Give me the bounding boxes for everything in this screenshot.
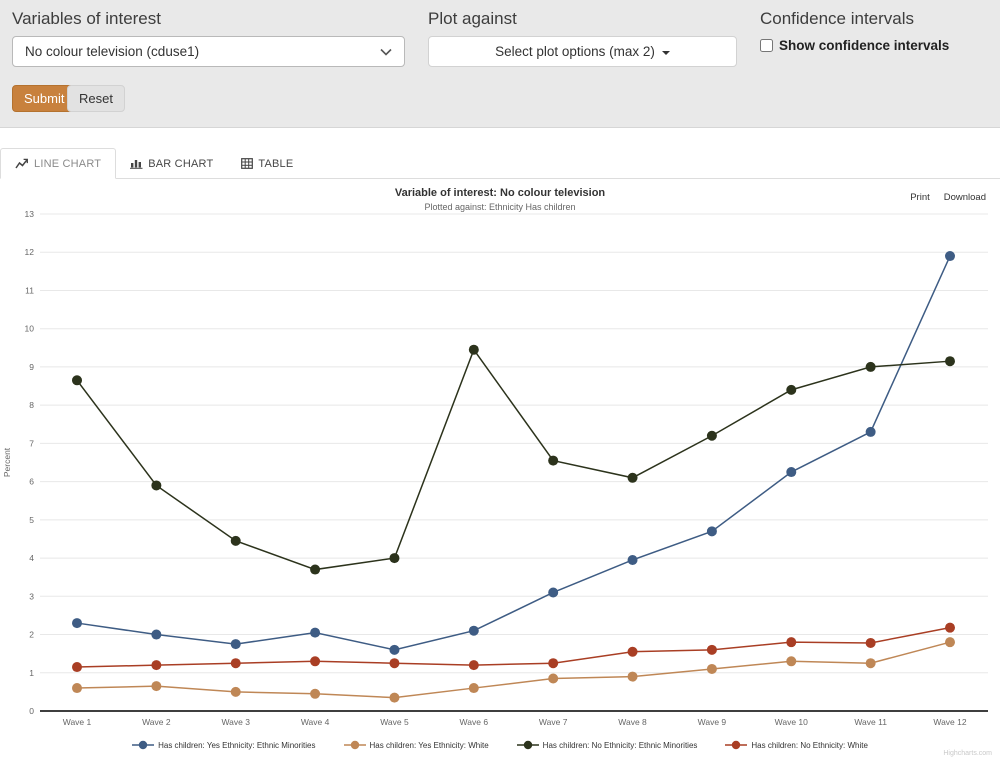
plot-options-label: Select plot options (max 2) — [495, 44, 655, 59]
svg-text:Wave 3: Wave 3 — [221, 717, 250, 727]
svg-text:Wave 4: Wave 4 — [301, 717, 330, 727]
plot-options-dropdown[interactable]: Select plot options (max 2) — [428, 36, 737, 67]
svg-text:Percent: Percent — [2, 447, 12, 477]
svg-text:3: 3 — [29, 591, 34, 601]
svg-text:2: 2 — [29, 630, 34, 640]
variables-select-value: No colour television (cduse1) — [25, 44, 199, 59]
svg-text:4: 4 — [29, 553, 34, 563]
confidence-intervals-heading: Confidence intervals — [760, 9, 914, 29]
chevron-down-icon — [380, 48, 392, 56]
table-icon — [241, 158, 253, 169]
chart-title: Variable of interest: No colour televisi… — [0, 179, 1000, 199]
svg-text:6: 6 — [29, 477, 34, 487]
svg-text:Wave 2: Wave 2 — [142, 717, 171, 727]
plot-against-heading: Plot against — [428, 9, 517, 29]
legend-item[interactable]: Has children: Yes Ethnicity: Ethnic Mino… — [132, 740, 315, 750]
svg-text:Wave 11: Wave 11 — [854, 717, 887, 727]
line-chart-panel: Variable of interest: No colour televisi… — [0, 179, 1000, 761]
series-3[interactable] — [72, 623, 955, 672]
svg-text:7: 7 — [29, 438, 34, 448]
chart-legend: Has children: Yes Ethnicity: Ethnic Mino… — [0, 740, 1000, 750]
plot-area: 012345678910111213Wave 1Wave 2Wave 3Wave… — [0, 207, 1000, 737]
svg-text:Wave 12: Wave 12 — [933, 717, 967, 727]
svg-text:Wave 9: Wave 9 — [698, 717, 727, 727]
control-bar: Variables of interest No colour televisi… — [0, 0, 1000, 128]
svg-text:8: 8 — [29, 400, 34, 410]
svg-text:1: 1 — [29, 668, 34, 678]
legend-label: Has children: No Ethnicity: White — [751, 741, 868, 750]
legend-marker-icon — [132, 740, 154, 750]
svg-text:5: 5 — [29, 515, 34, 525]
legend-item[interactable]: Has children: Yes Ethnicity: White — [344, 740, 489, 750]
legend-marker-icon — [517, 740, 539, 750]
svg-text:11: 11 — [25, 285, 34, 295]
bar-chart-icon — [130, 158, 143, 169]
svg-text:0: 0 — [29, 706, 34, 716]
svg-text:Wave 1: Wave 1 — [63, 717, 92, 727]
svg-text:9: 9 — [29, 362, 34, 372]
series-1[interactable] — [72, 637, 955, 702]
highcharts-credits[interactable]: Highcharts.com — [943, 750, 992, 757]
tab-label: LINE CHART — [34, 158, 101, 170]
tab-table[interactable]: TABLE — [227, 148, 307, 179]
variables-select[interactable]: No colour television (cduse1) — [12, 36, 405, 67]
svg-text:Wave 10: Wave 10 — [775, 717, 809, 727]
series-0[interactable] — [72, 251, 955, 655]
variables-of-interest-heading: Variables of interest — [12, 9, 161, 29]
reset-button[interactable]: Reset — [67, 85, 125, 112]
show-confidence-label: Show confidence intervals — [779, 38, 949, 53]
tab-label: TABLE — [258, 158, 293, 170]
svg-text:Wave 7: Wave 7 — [539, 717, 568, 727]
legend-label: Has children: No Ethnicity: Ethnic Minor… — [543, 741, 698, 750]
svg-text:Wave 5: Wave 5 — [380, 717, 409, 727]
tab-bar-chart[interactable]: BAR CHART — [116, 148, 227, 179]
legend-marker-icon — [344, 740, 366, 750]
download-button[interactable]: Download — [944, 192, 986, 203]
legend-item[interactable]: Has children: No Ethnicity: Ethnic Minor… — [517, 740, 698, 750]
svg-text:13: 13 — [25, 209, 35, 219]
line-chart-icon — [15, 158, 29, 169]
svg-text:10: 10 — [25, 324, 35, 334]
legend-label: Has children: Yes Ethnicity: Ethnic Mino… — [158, 741, 315, 750]
caret-down-icon — [662, 51, 670, 55]
tab-label: BAR CHART — [148, 158, 213, 170]
svg-text:Wave 6: Wave 6 — [460, 717, 489, 727]
legend-marker-icon — [725, 740, 747, 750]
show-confidence-checkbox[interactable] — [760, 39, 773, 52]
chart-tabs: LINE CHART BAR CHART TABLE — [0, 148, 1000, 179]
legend-item[interactable]: Has children: No Ethnicity: White — [725, 740, 868, 750]
svg-text:Wave 8: Wave 8 — [618, 717, 647, 727]
series-2[interactable] — [72, 345, 955, 575]
legend-label: Has children: Yes Ethnicity: White — [370, 741, 489, 750]
tab-line-chart[interactable]: LINE CHART — [0, 148, 116, 179]
print-button[interactable]: Print — [910, 192, 930, 203]
svg-text:12: 12 — [25, 247, 35, 257]
